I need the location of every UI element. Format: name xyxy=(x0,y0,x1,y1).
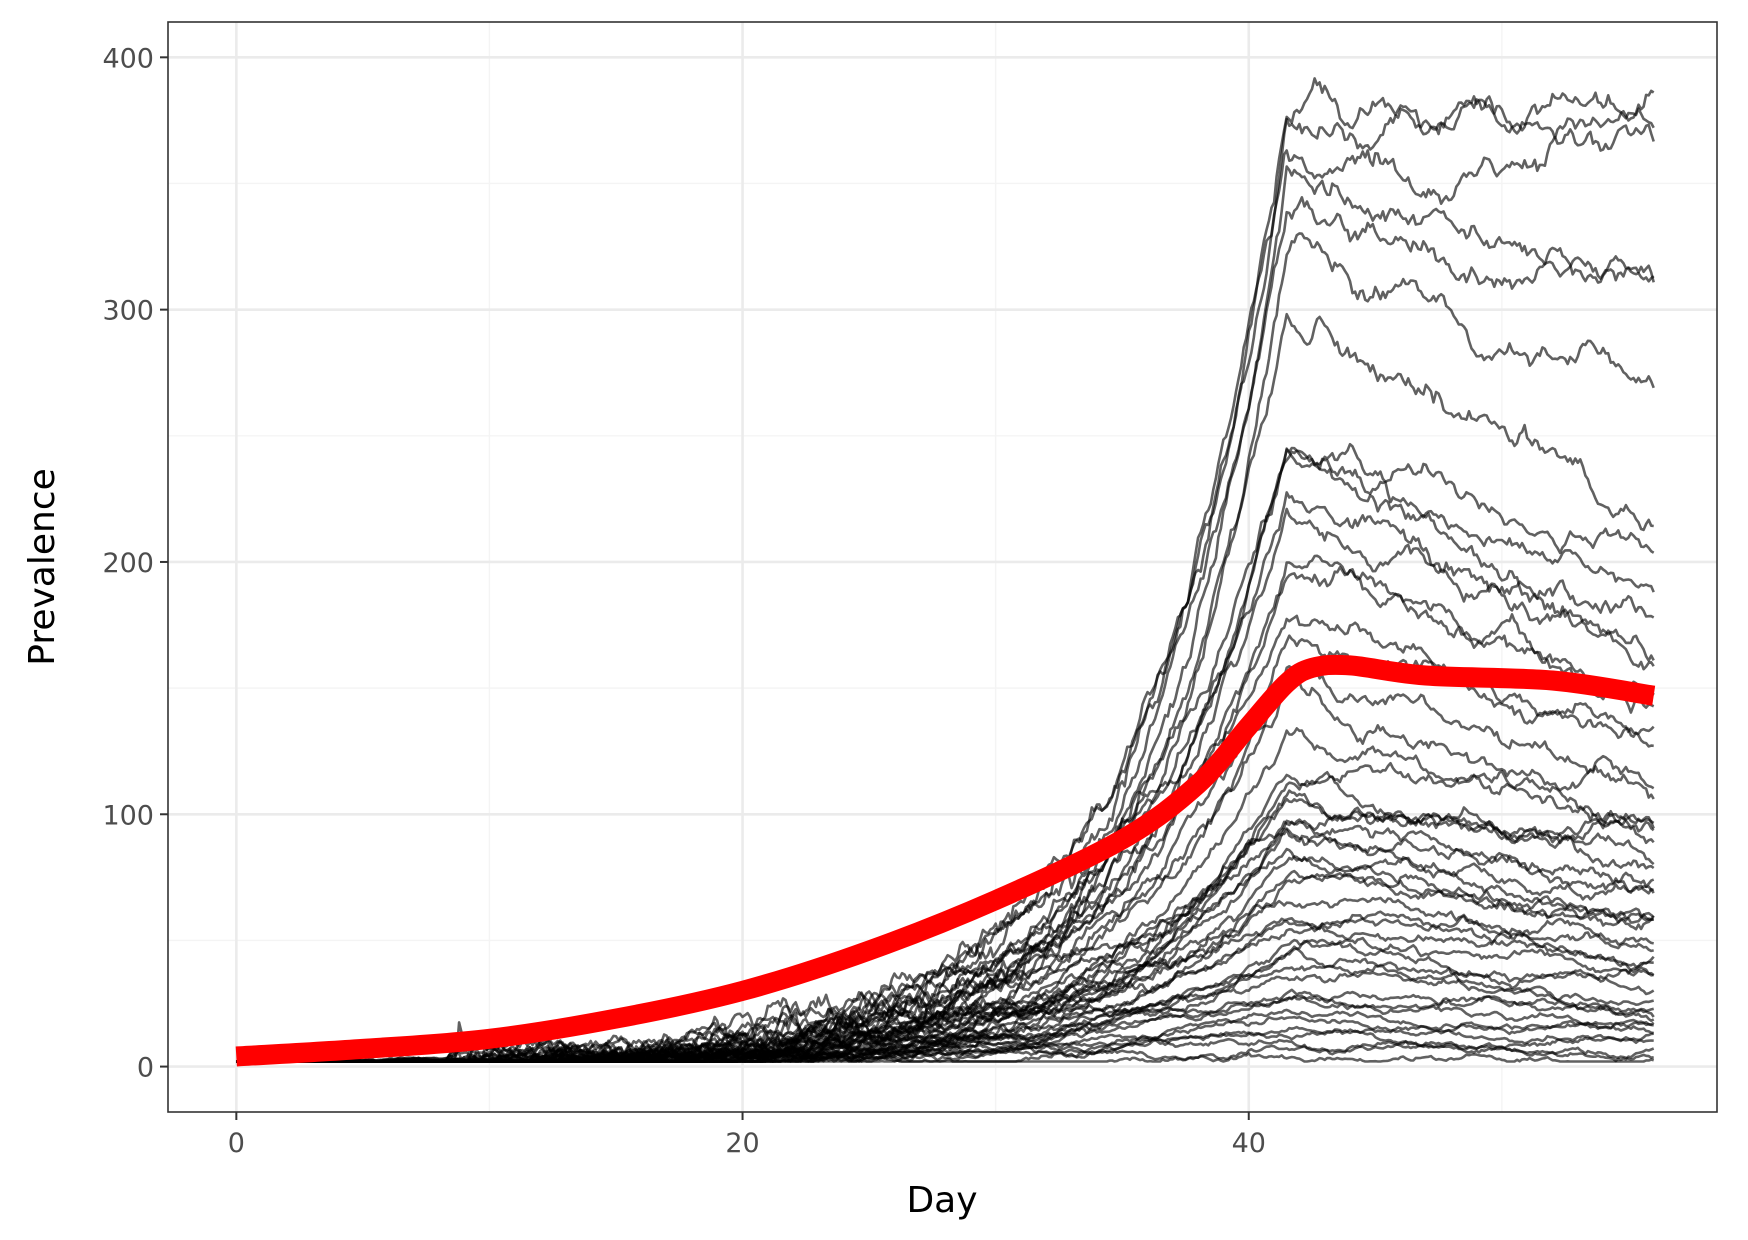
x-axis: 0 20 40 xyxy=(228,1112,1266,1159)
mean-line xyxy=(235,654,1656,1067)
x-tick-label: 20 xyxy=(725,1128,759,1159)
simulation-line xyxy=(236,869,1655,1063)
simulation-line xyxy=(236,1052,1655,1063)
plot-panel-border xyxy=(167,21,1718,1113)
grid-major xyxy=(168,22,1717,1112)
y-tick-label: 100 xyxy=(102,800,154,831)
x-axis-title: Day xyxy=(906,1180,977,1221)
grid-minor xyxy=(168,22,1717,1112)
simulation-line xyxy=(236,827,1655,1063)
simulation-line xyxy=(236,957,1655,1063)
plot-panel-background xyxy=(168,22,1717,1112)
y-axis: 0 100 200 300 400 xyxy=(102,43,168,1084)
y-tick-label: 0 xyxy=(137,1053,154,1084)
y-tick-label: 300 xyxy=(102,296,154,327)
x-tick-label: 40 xyxy=(1232,1128,1266,1159)
x-tick-label: 0 xyxy=(228,1128,245,1159)
simulation-line xyxy=(236,872,1654,1063)
y-tick-label: 200 xyxy=(102,548,154,579)
y-tick-label: 400 xyxy=(102,43,154,74)
mean-line-group xyxy=(235,654,1656,1067)
simulation-lines xyxy=(236,77,1655,1063)
y-axis-title: Prevalence xyxy=(22,468,63,666)
